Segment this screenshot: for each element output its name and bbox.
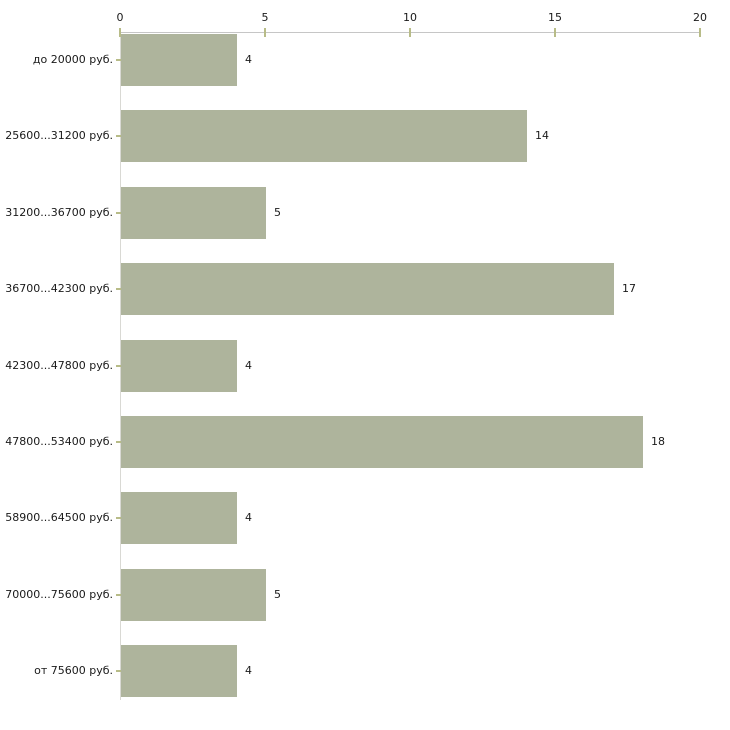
category-label: 70000...75600 руб. — [5, 587, 113, 601]
bar-value-label: 17 — [622, 282, 636, 296]
category-label: 36700...42300 руб. — [5, 282, 113, 296]
category-label: 42300...47800 руб. — [5, 358, 113, 372]
x-axis-tick-label: 5 — [261, 11, 269, 24]
bar — [121, 34, 237, 86]
category-label: от 75600 руб. — [34, 664, 113, 678]
x-axis-tick — [119, 28, 121, 37]
x-axis-tick-label: 15 — [548, 11, 562, 24]
bar — [121, 339, 237, 392]
x-axis-tick-label: 10 — [403, 11, 417, 24]
category-tick — [116, 670, 121, 673]
x-axis-tick — [699, 28, 701, 37]
category-tick — [116, 441, 121, 443]
x-axis-tick — [264, 28, 266, 37]
bar-value-label: 4 — [245, 511, 252, 525]
bar — [121, 186, 266, 239]
bar-value-label: 5 — [274, 587, 281, 601]
bar-value-label: 4 — [245, 664, 252, 678]
bar-value-label: 18 — [651, 435, 665, 448]
bar — [121, 263, 614, 316]
category-tick — [116, 593, 121, 596]
bar-value-label: 4 — [245, 358, 252, 372]
x-axis-tick — [409, 28, 411, 37]
category-tick — [116, 364, 121, 367]
bar — [121, 110, 527, 163]
category-tick — [116, 211, 121, 214]
x-axis-tick-label: 0 — [116, 11, 124, 24]
category-label: 31200...36700 руб. — [5, 205, 113, 219]
category-label: 25600...31200 руб. — [5, 129, 113, 143]
bar — [121, 645, 237, 698]
x-axis-tick — [554, 28, 556, 37]
bar — [121, 416, 643, 468]
bar-value-label: 4 — [245, 53, 252, 66]
category-tick — [116, 517, 121, 520]
x-axis-tick-label: 20 — [693, 11, 707, 24]
category-label: 58900...64500 руб. — [5, 511, 113, 525]
bar — [121, 568, 266, 621]
category-tick — [116, 135, 121, 138]
category-tick — [116, 288, 121, 291]
bar-value-label: 5 — [274, 205, 281, 219]
bar — [121, 492, 237, 545]
category-label: 47800...53400 руб. — [5, 435, 113, 448]
bar-value-label: 14 — [535, 129, 549, 143]
category-tick — [116, 59, 121, 61]
category-label: до 20000 руб. — [32, 53, 113, 66]
